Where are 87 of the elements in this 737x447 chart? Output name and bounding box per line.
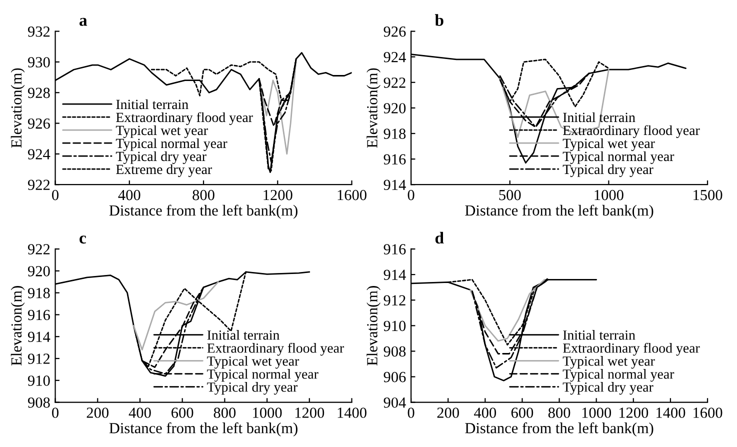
y-tick-label: 930 xyxy=(28,57,50,68)
legend-label: Typical wet year xyxy=(207,356,300,369)
y-tick-label: 916 xyxy=(384,154,406,164)
legend-label: Extraordinary flood year xyxy=(562,342,700,356)
y-tick-label: 922 xyxy=(28,180,50,190)
x-tick-label: 1600 xyxy=(694,408,722,418)
x-axis-title: Distance from the left bank(m) xyxy=(109,204,298,219)
y-axis-title: Elevation(m) xyxy=(366,286,380,366)
y-tick-label: 916 xyxy=(384,244,406,254)
chart-title: d xyxy=(435,232,444,244)
y-tick-label: 928 xyxy=(28,88,50,98)
legend-label: Typical wet year xyxy=(562,138,655,151)
x-tick-label: 400 xyxy=(474,408,496,418)
legend-label: Initial terrain xyxy=(563,330,636,340)
x-tick-label: 1000 xyxy=(594,190,624,200)
x-tick-label: 1200 xyxy=(295,408,324,418)
legend-label: Typical wet year xyxy=(116,125,208,138)
x-tick-label: 800 xyxy=(214,408,236,418)
legend-label: Typical dry year xyxy=(562,382,654,395)
y-axis-title: Elevation(m) xyxy=(10,286,25,366)
y-tick-label: 926 xyxy=(384,26,406,37)
x-tick-label: 600 xyxy=(511,408,534,418)
x-axis-title: Distance from the left bank(m) xyxy=(465,422,654,436)
x-tick-label: 1400 xyxy=(338,408,366,418)
legend-label: Typical dry year xyxy=(562,164,654,177)
x-tick-label: 200 xyxy=(86,408,109,418)
y-tick-label: 916 xyxy=(28,310,50,320)
x-tick-label: 400 xyxy=(128,408,151,418)
x-tick-label: 0 xyxy=(52,190,59,200)
x-tick-label: 1200 xyxy=(619,408,648,418)
y-tick-label: 922 xyxy=(384,78,406,88)
y-tick-label: 932 xyxy=(28,26,50,37)
y-tick-label: 912 xyxy=(384,295,406,306)
x-tick-label: 400 xyxy=(118,190,140,200)
y-tick-label: 906 xyxy=(384,372,406,382)
x-tick-label: 0 xyxy=(408,190,414,200)
legend-label: Extraordinary flood year xyxy=(207,342,344,356)
y-tick-label: 908 xyxy=(28,397,50,408)
x-axis-title: Distance from the left bank(m) xyxy=(109,422,298,436)
chart-title: a xyxy=(80,18,88,26)
x-tick-label: 0 xyxy=(52,408,59,418)
chart-title: c xyxy=(80,236,86,244)
x-axis-title: Distance from the left bank(m) xyxy=(465,204,654,219)
legend-label: Initial terrain xyxy=(116,99,188,110)
x-tick-label: 800 xyxy=(548,408,570,418)
x-tick-label: 500 xyxy=(499,190,521,200)
x-tick-label: 1500 xyxy=(694,190,722,200)
y-tick-label: 914 xyxy=(384,180,406,190)
legend-label: Extraordinary flood year xyxy=(116,112,253,125)
y-tick-label: 904 xyxy=(384,397,406,408)
y-tick-label: 914 xyxy=(384,270,406,280)
legend-label: Typical dry year xyxy=(116,151,206,164)
x-tick-label: 800 xyxy=(192,190,214,200)
y-tick-label: 924 xyxy=(384,52,406,62)
chart-title: b xyxy=(434,14,444,26)
legend-label: Typical normal year xyxy=(207,369,318,382)
y-tick-label: 926 xyxy=(28,118,50,129)
legend-label: Typical normal year xyxy=(562,369,674,382)
x-tick-label: 1000 xyxy=(582,408,612,418)
y-axis-title: Elevation(m) xyxy=(366,68,380,148)
legend-label: Initial terrain xyxy=(563,112,636,122)
y-tick-label: 924 xyxy=(28,149,50,160)
y-tick-label: 922 xyxy=(28,244,50,254)
x-tick-label: 1400 xyxy=(656,408,686,418)
legend-label: Extreme dry year xyxy=(116,164,212,177)
legend-label: Typical normal year xyxy=(562,151,674,164)
y-tick-label: 910 xyxy=(384,320,406,332)
y-tick-label: 908 xyxy=(384,346,406,357)
x-tick-label: 1000 xyxy=(253,408,282,418)
y-tick-label: 920 xyxy=(28,266,50,276)
x-tick-label: 1200 xyxy=(264,190,292,200)
y-tick-label: 910 xyxy=(28,376,50,386)
legend-label: Typical normal year xyxy=(116,138,228,151)
y-tick-label: 920 xyxy=(384,103,406,114)
y-tick-label: 914 xyxy=(28,332,50,342)
x-tick-label: 0 xyxy=(408,408,414,418)
legend-label: Extraordinary flood year xyxy=(562,125,700,138)
legend-label: Typical wet year xyxy=(562,356,655,369)
legend-label: Initial terrain xyxy=(207,330,280,340)
legend-label: Typical dry year xyxy=(207,382,298,395)
x-tick-label: 200 xyxy=(437,408,459,418)
y-tick-label: 918 xyxy=(28,288,50,298)
y-axis-title: Elevation(m) xyxy=(10,68,25,148)
y-tick-label: 918 xyxy=(384,128,406,139)
y-tick-label: 912 xyxy=(28,354,50,364)
x-tick-label: 1600 xyxy=(338,190,366,200)
x-tick-label: 600 xyxy=(172,408,194,418)
